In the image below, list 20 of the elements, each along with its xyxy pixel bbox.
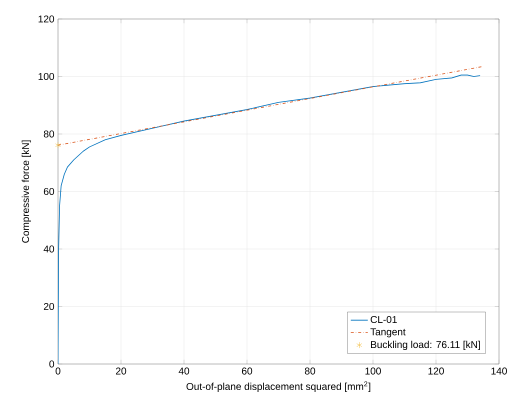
x-tick-label: 140 xyxy=(491,368,507,375)
y-tick-label: 20 xyxy=(44,302,54,310)
y-tick-label: 0 xyxy=(49,360,54,368)
x-tick-label: 20 xyxy=(116,368,126,375)
x-tick-label: 60 xyxy=(242,368,252,375)
y-tick-label: 100 xyxy=(38,72,54,80)
x-axis-title: Out-of-plane displacement squared [mm$^{2}$] xyxy=(186,381,370,392)
y-axis-title: Compressive force [kN] xyxy=(22,140,32,243)
y-tick-label: 80 xyxy=(44,130,54,138)
y-tick-label: 60 xyxy=(44,188,54,196)
legend-label: Tangent xyxy=(370,328,406,338)
x-tick-label: 100 xyxy=(365,368,381,375)
x-tick-label: 120 xyxy=(428,368,444,375)
legend-label: CL-01 xyxy=(370,316,397,324)
x-tick-label: 0 xyxy=(56,368,60,375)
y-tick-label: 120 xyxy=(38,15,54,23)
x-tick-label: 40 xyxy=(178,368,190,375)
legend-label: Buckling load: 76.11 [kN] xyxy=(371,340,480,350)
x-tick-label: 80 xyxy=(304,368,316,375)
y-tick-label: 40 xyxy=(44,245,54,253)
